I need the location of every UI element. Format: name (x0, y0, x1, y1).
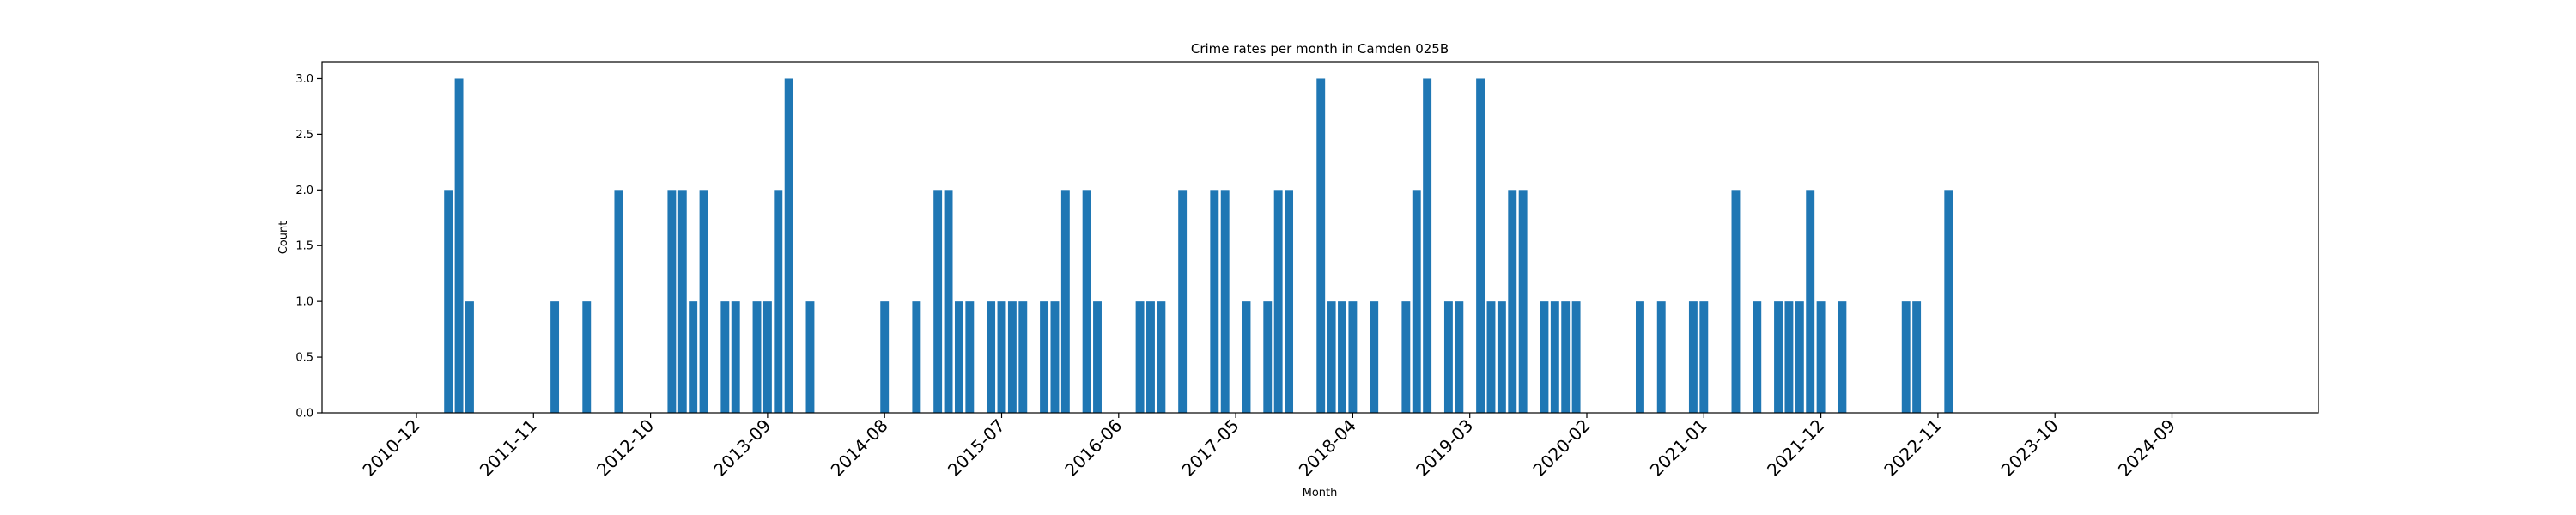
bar (1157, 301, 1166, 413)
bar (1412, 190, 1421, 414)
bar (1731, 190, 1741, 414)
bar (954, 301, 963, 413)
bar (1508, 190, 1517, 414)
bar (1093, 301, 1102, 413)
bar (880, 301, 890, 413)
bar (1795, 301, 1804, 413)
bar (805, 301, 815, 413)
bar (667, 190, 677, 414)
bar (1327, 301, 1336, 413)
bar (1050, 301, 1060, 413)
y-tick-label: 3.0 (295, 73, 313, 86)
bar (1220, 190, 1230, 414)
y-tick-label: 2.0 (295, 185, 313, 197)
bar (677, 190, 687, 414)
bar (1806, 190, 1815, 414)
bar (1476, 78, 1485, 413)
bar (1635, 301, 1644, 413)
bar (912, 301, 921, 413)
bar (1443, 301, 1453, 413)
bar (550, 301, 560, 413)
bar (1348, 301, 1358, 413)
bar (1571, 301, 1581, 413)
bar (1497, 301, 1506, 413)
y-tick-label: 1.5 (295, 240, 313, 253)
bar (1040, 301, 1049, 413)
bar (1135, 301, 1145, 413)
bar (1784, 301, 1794, 413)
bar (1423, 78, 1432, 413)
bar (1901, 301, 1911, 413)
plot-frame (321, 61, 2319, 414)
bar (1370, 301, 1379, 413)
bar (1455, 301, 1464, 413)
y-tick-label: 2.5 (295, 129, 313, 142)
y-tick-label: 0.5 (295, 352, 313, 365)
bar (1550, 301, 1559, 413)
bar (720, 301, 730, 413)
bar (1263, 301, 1273, 413)
bar (933, 190, 943, 414)
y-axis-label: Count (277, 221, 290, 255)
bar (1285, 190, 1294, 414)
y-axis: 0.0 0.5 1.0 1.5 2.0 2.5 3.0 (295, 73, 322, 421)
bar (965, 301, 975, 413)
bar (944, 190, 953, 414)
bar (1178, 190, 1188, 414)
bar (1007, 301, 1017, 413)
bar (1146, 301, 1155, 413)
bar (1656, 301, 1666, 413)
x-axis-label: Month (1303, 487, 1338, 500)
bar (774, 190, 783, 414)
bar (614, 190, 623, 414)
bar (689, 301, 698, 413)
bar (784, 78, 793, 413)
bar (1018, 301, 1028, 413)
bar (752, 301, 762, 413)
bar (1816, 301, 1826, 413)
bar (731, 301, 740, 413)
bar (1540, 301, 1549, 413)
bar (1699, 301, 1709, 413)
bar (987, 301, 996, 413)
y-tick-label: 0.0 (295, 408, 313, 421)
bar (1082, 190, 1091, 414)
bar (582, 301, 592, 413)
bar (1273, 190, 1283, 414)
bar (454, 78, 464, 413)
bar (1338, 301, 1346, 413)
bar (762, 301, 772, 413)
bar (1688, 301, 1698, 413)
y-tick-label: 1.0 (295, 296, 313, 309)
bar (1518, 190, 1528, 414)
bar (1753, 301, 1762, 413)
bar (1774, 301, 1783, 413)
bar (1912, 301, 1922, 413)
bar (699, 190, 708, 414)
bar (1210, 190, 1219, 414)
bar (1242, 301, 1251, 413)
bar (997, 301, 1006, 413)
bar (1838, 301, 1847, 413)
bar (1316, 78, 1326, 413)
bar (1486, 301, 1496, 413)
bar (1561, 301, 1571, 413)
bar (465, 301, 474, 413)
bar (1060, 190, 1070, 414)
bar (444, 190, 453, 414)
bar (1401, 301, 1411, 413)
chart-title: Crime rates per month in Camden 025B (1191, 41, 1449, 57)
bars (444, 78, 1953, 414)
bar (1944, 190, 1953, 414)
